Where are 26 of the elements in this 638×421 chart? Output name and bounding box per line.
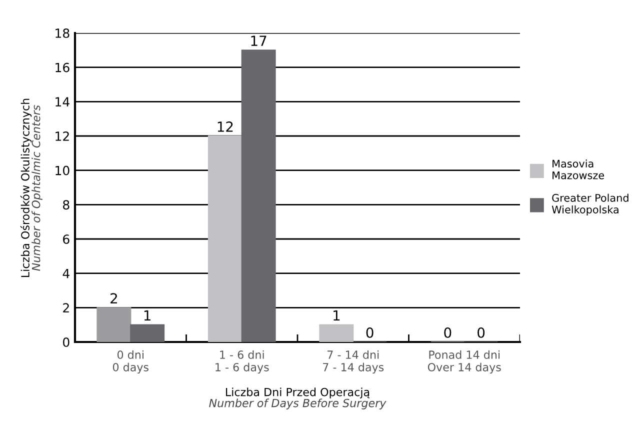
data-label: 12 [218,121,233,132]
data-label: 2 [110,293,117,304]
y-tick-label: 2 [63,303,69,312]
y-tick-label: 16 [56,62,70,72]
y-tick-label: 12 [56,131,69,141]
x-tick-label: 7 - 14 dni 7 - 14 days [323,350,384,374]
x-tick-label: 1 - 6 dni 1 - 6 days [216,350,269,374]
x-axis-title: Liczba Dni Przed Operacją Number of Days Before Surgery [209,388,386,410]
data-label: 1 [334,310,340,321]
y-tick-label: 10 [56,166,70,176]
y-tick-label: 8 [63,200,70,210]
y-tick-label: 18 [56,28,70,38]
x-tick-label: Ponad 14 dni Over 14 days [428,350,501,374]
data-label: 17 [251,36,266,46]
x-tick-label: 0 dni 0 days [112,350,148,374]
y-tick-label: 4 [62,268,70,278]
data-label: 0 [478,327,485,338]
data-label: 1 [144,310,150,321]
y-tick-label: 6 [63,234,70,244]
y-axis-title: Liczba Ośrodków Okulistycznych Number of Ophtalmic Centers [20,98,42,278]
y-tick-label: 0 [63,337,70,347]
legend-label: Masovia Mazowsze [552,160,604,180]
legend-label: Greater Poland Wielkopolska [552,194,628,216]
data-label: 0 [444,327,452,338]
data-label: 0 [366,327,374,338]
y-tick-label: 14 [56,97,70,106]
